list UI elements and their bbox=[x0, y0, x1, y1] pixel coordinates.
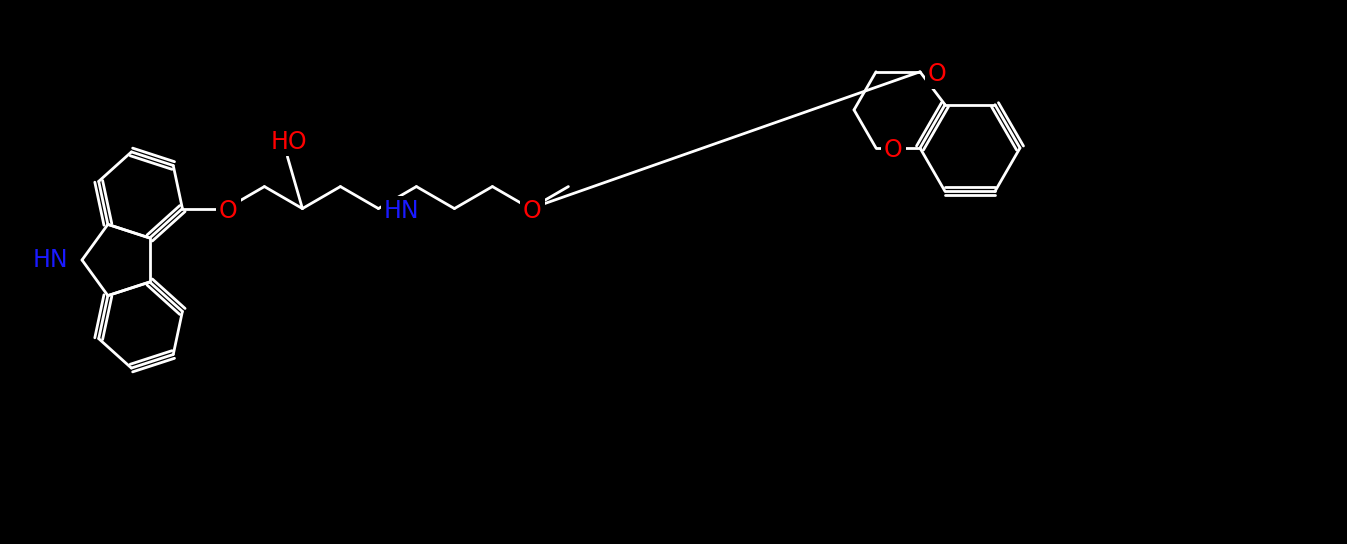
Text: O: O bbox=[884, 138, 902, 162]
Text: O: O bbox=[220, 199, 238, 222]
Text: O: O bbox=[523, 199, 541, 222]
Text: HN: HN bbox=[384, 199, 419, 222]
Text: HN: HN bbox=[32, 248, 67, 272]
Text: HO: HO bbox=[271, 129, 307, 153]
Text: O: O bbox=[928, 62, 947, 86]
